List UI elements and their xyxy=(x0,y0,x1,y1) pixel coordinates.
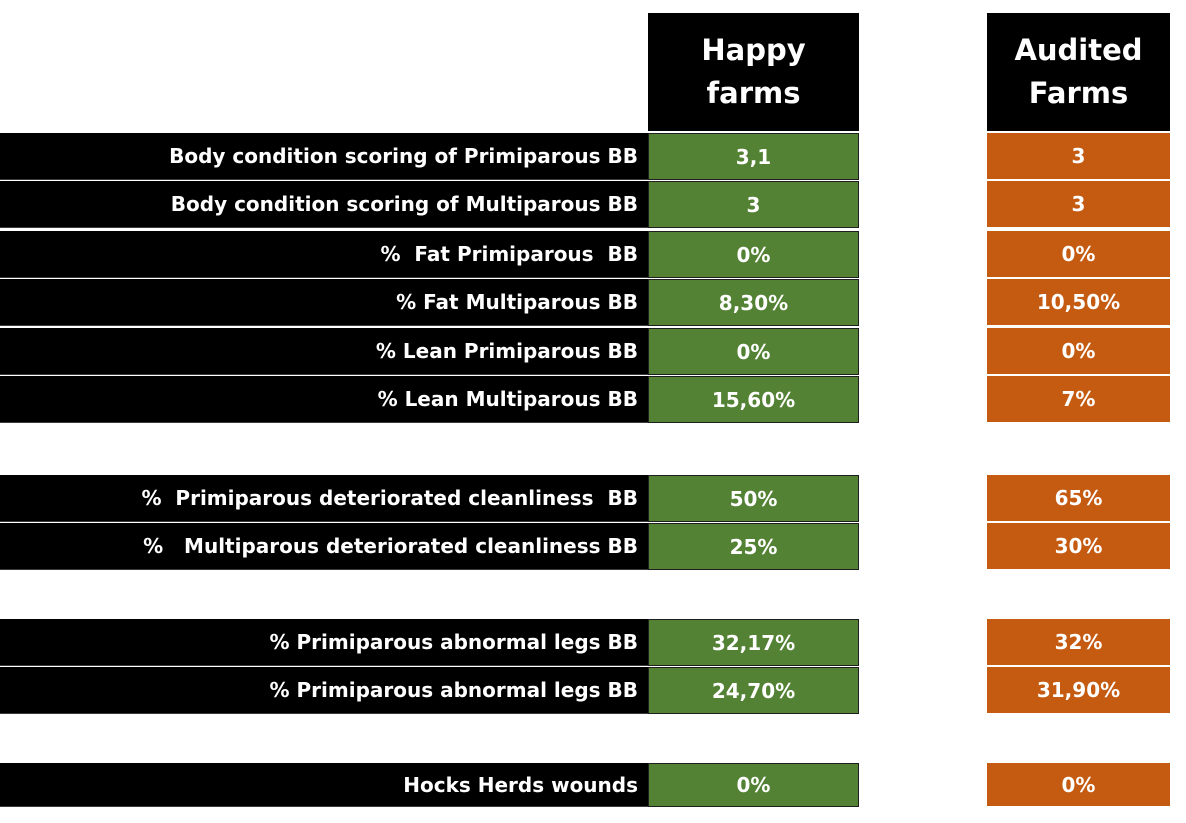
audited-farms-header-line2: Farms xyxy=(1028,76,1129,110)
audited-value-cell: 10,50% xyxy=(987,279,1170,326)
happy-value-cell: 0% xyxy=(648,231,859,278)
audited-value-cell: 3 xyxy=(987,181,1170,228)
happy-value-cell: 25% xyxy=(648,523,859,570)
happy-value-cell: 8,30% xyxy=(648,279,859,326)
row-label: % Lean Primiparous BB xyxy=(0,328,648,375)
audited-value-cell: 0% xyxy=(987,763,1170,807)
audited-value-cell: 7% xyxy=(987,376,1170,423)
happy-value-cell: 50% xyxy=(648,475,859,522)
row-label: % Multiparous deteriorated cleanliness B… xyxy=(0,523,648,570)
audited-farms-header: Audited Farms xyxy=(987,13,1170,131)
happy-value-cell: 3 xyxy=(648,181,859,228)
audited-value-cell: 3 xyxy=(987,133,1170,180)
happy-value-cell: 24,70% xyxy=(648,667,859,714)
row-label: % Primiparous abnormal legs BB xyxy=(0,619,648,666)
row-label: Body condition scoring of Primiparous BB xyxy=(0,133,648,180)
happy-farms-header: Happy farms xyxy=(648,13,859,131)
row-label: % Lean Multiparous BB xyxy=(0,376,648,423)
audited-value-cell: 32% xyxy=(987,619,1170,666)
happy-value-cell: 15,60% xyxy=(648,376,859,423)
happy-value-cell: 32,17% xyxy=(648,619,859,666)
row-label: % Fat Multiparous BB xyxy=(0,279,648,326)
audited-value-cell: 0% xyxy=(987,231,1170,278)
audited-farms-header-line1: Audited xyxy=(1014,33,1143,67)
audited-value-cell: 0% xyxy=(987,328,1170,375)
happy-value-cell: 0% xyxy=(648,763,859,807)
row-label: % Fat Primiparous BB xyxy=(0,231,648,278)
happy-farms-header-line1: Happy xyxy=(701,33,806,67)
row-label: Hocks Herds wounds xyxy=(0,763,648,807)
audited-value-cell: 31,90% xyxy=(987,667,1170,714)
audited-value-cell: 65% xyxy=(987,475,1170,522)
happy-farms-header-line2: farms xyxy=(706,76,801,110)
audited-value-cell: 30% xyxy=(987,523,1170,570)
row-label: Body condition scoring of Multiparous BB xyxy=(0,181,648,228)
happy-value-cell: 0% xyxy=(648,328,859,375)
row-label: % Primiparous deteriorated cleanliness B… xyxy=(0,475,648,522)
happy-value-cell: 3,1 xyxy=(648,133,859,180)
row-label: % Primiparous abnormal legs BB xyxy=(0,667,648,714)
